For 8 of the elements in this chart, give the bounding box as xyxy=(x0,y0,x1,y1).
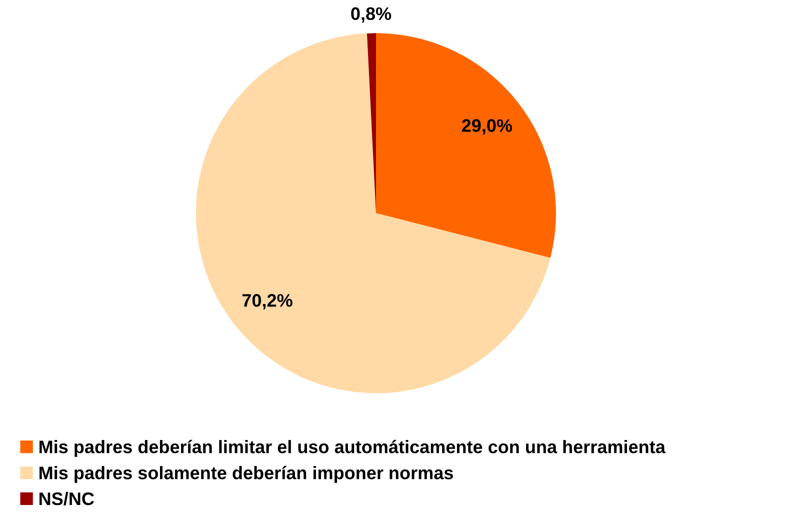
legend-label: Mis padres deberían limitar el uso automáticamente con una herramienta xyxy=(40,440,666,457)
data-label: 29,0% xyxy=(462,119,512,135)
pie-slice xyxy=(196,33,550,394)
pie-slice xyxy=(376,33,556,258)
legend-label: Mis padres solamente deberían imponer normas xyxy=(40,466,453,483)
data-label: 0,8% xyxy=(351,7,392,23)
data-label: 70,2% xyxy=(242,294,292,310)
legend-label: NS/NC xyxy=(40,492,94,506)
